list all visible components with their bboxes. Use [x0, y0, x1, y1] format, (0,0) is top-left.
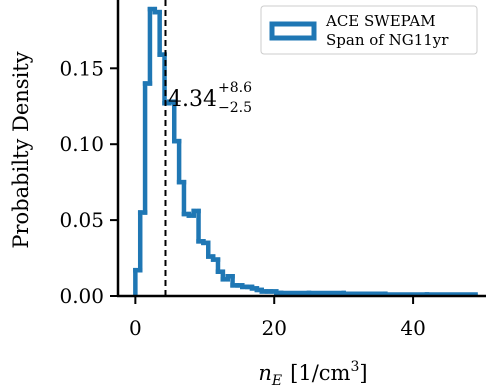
x-tick-label: 20 — [261, 316, 286, 340]
x-axis-label-close: ] — [359, 361, 367, 385]
x-tick-label: 40 — [400, 316, 425, 340]
y-tick-label: 0.00 — [59, 284, 104, 308]
x-axis-label-sub: E — [271, 373, 282, 389]
histogram-bins — [133, 6, 478, 296]
y-tick-label: 0.10 — [59, 132, 104, 156]
legend-label-line1: ACE SWEPAM — [325, 12, 436, 30]
x-axis-label-sup: 3 — [350, 359, 359, 375]
y-axis-label: Probabilty Density — [9, 51, 33, 248]
legend-label-line2: Span of NG11yr — [326, 31, 449, 49]
annotation-value: 4.34 — [168, 87, 217, 112]
legend-swatch — [269, 21, 317, 41]
median-annotation: 4.34 +8.6 −2.5 — [168, 80, 252, 116]
axes: 0 20 40 0.00 0.05 0.10 0.15 — [59, 0, 486, 340]
plot-area — [133, 0, 478, 296]
x-axis-label-var: n — [258, 361, 272, 385]
annotation-plus: +8.6 — [218, 80, 252, 96]
annotation-minus: −2.5 — [218, 100, 252, 116]
x-axis-label-unit: [1/cm — [290, 361, 350, 385]
y-tick-label: 0.05 — [59, 208, 104, 232]
legend-frame — [260, 5, 478, 55]
x-axis-label: nE [1/cm3] — [258, 359, 367, 389]
x-tick-label: 0 — [129, 316, 142, 340]
legend: ACE SWEPAM Span of NG11yr — [260, 5, 478, 55]
y-tick-label: 0.15 — [59, 56, 104, 80]
